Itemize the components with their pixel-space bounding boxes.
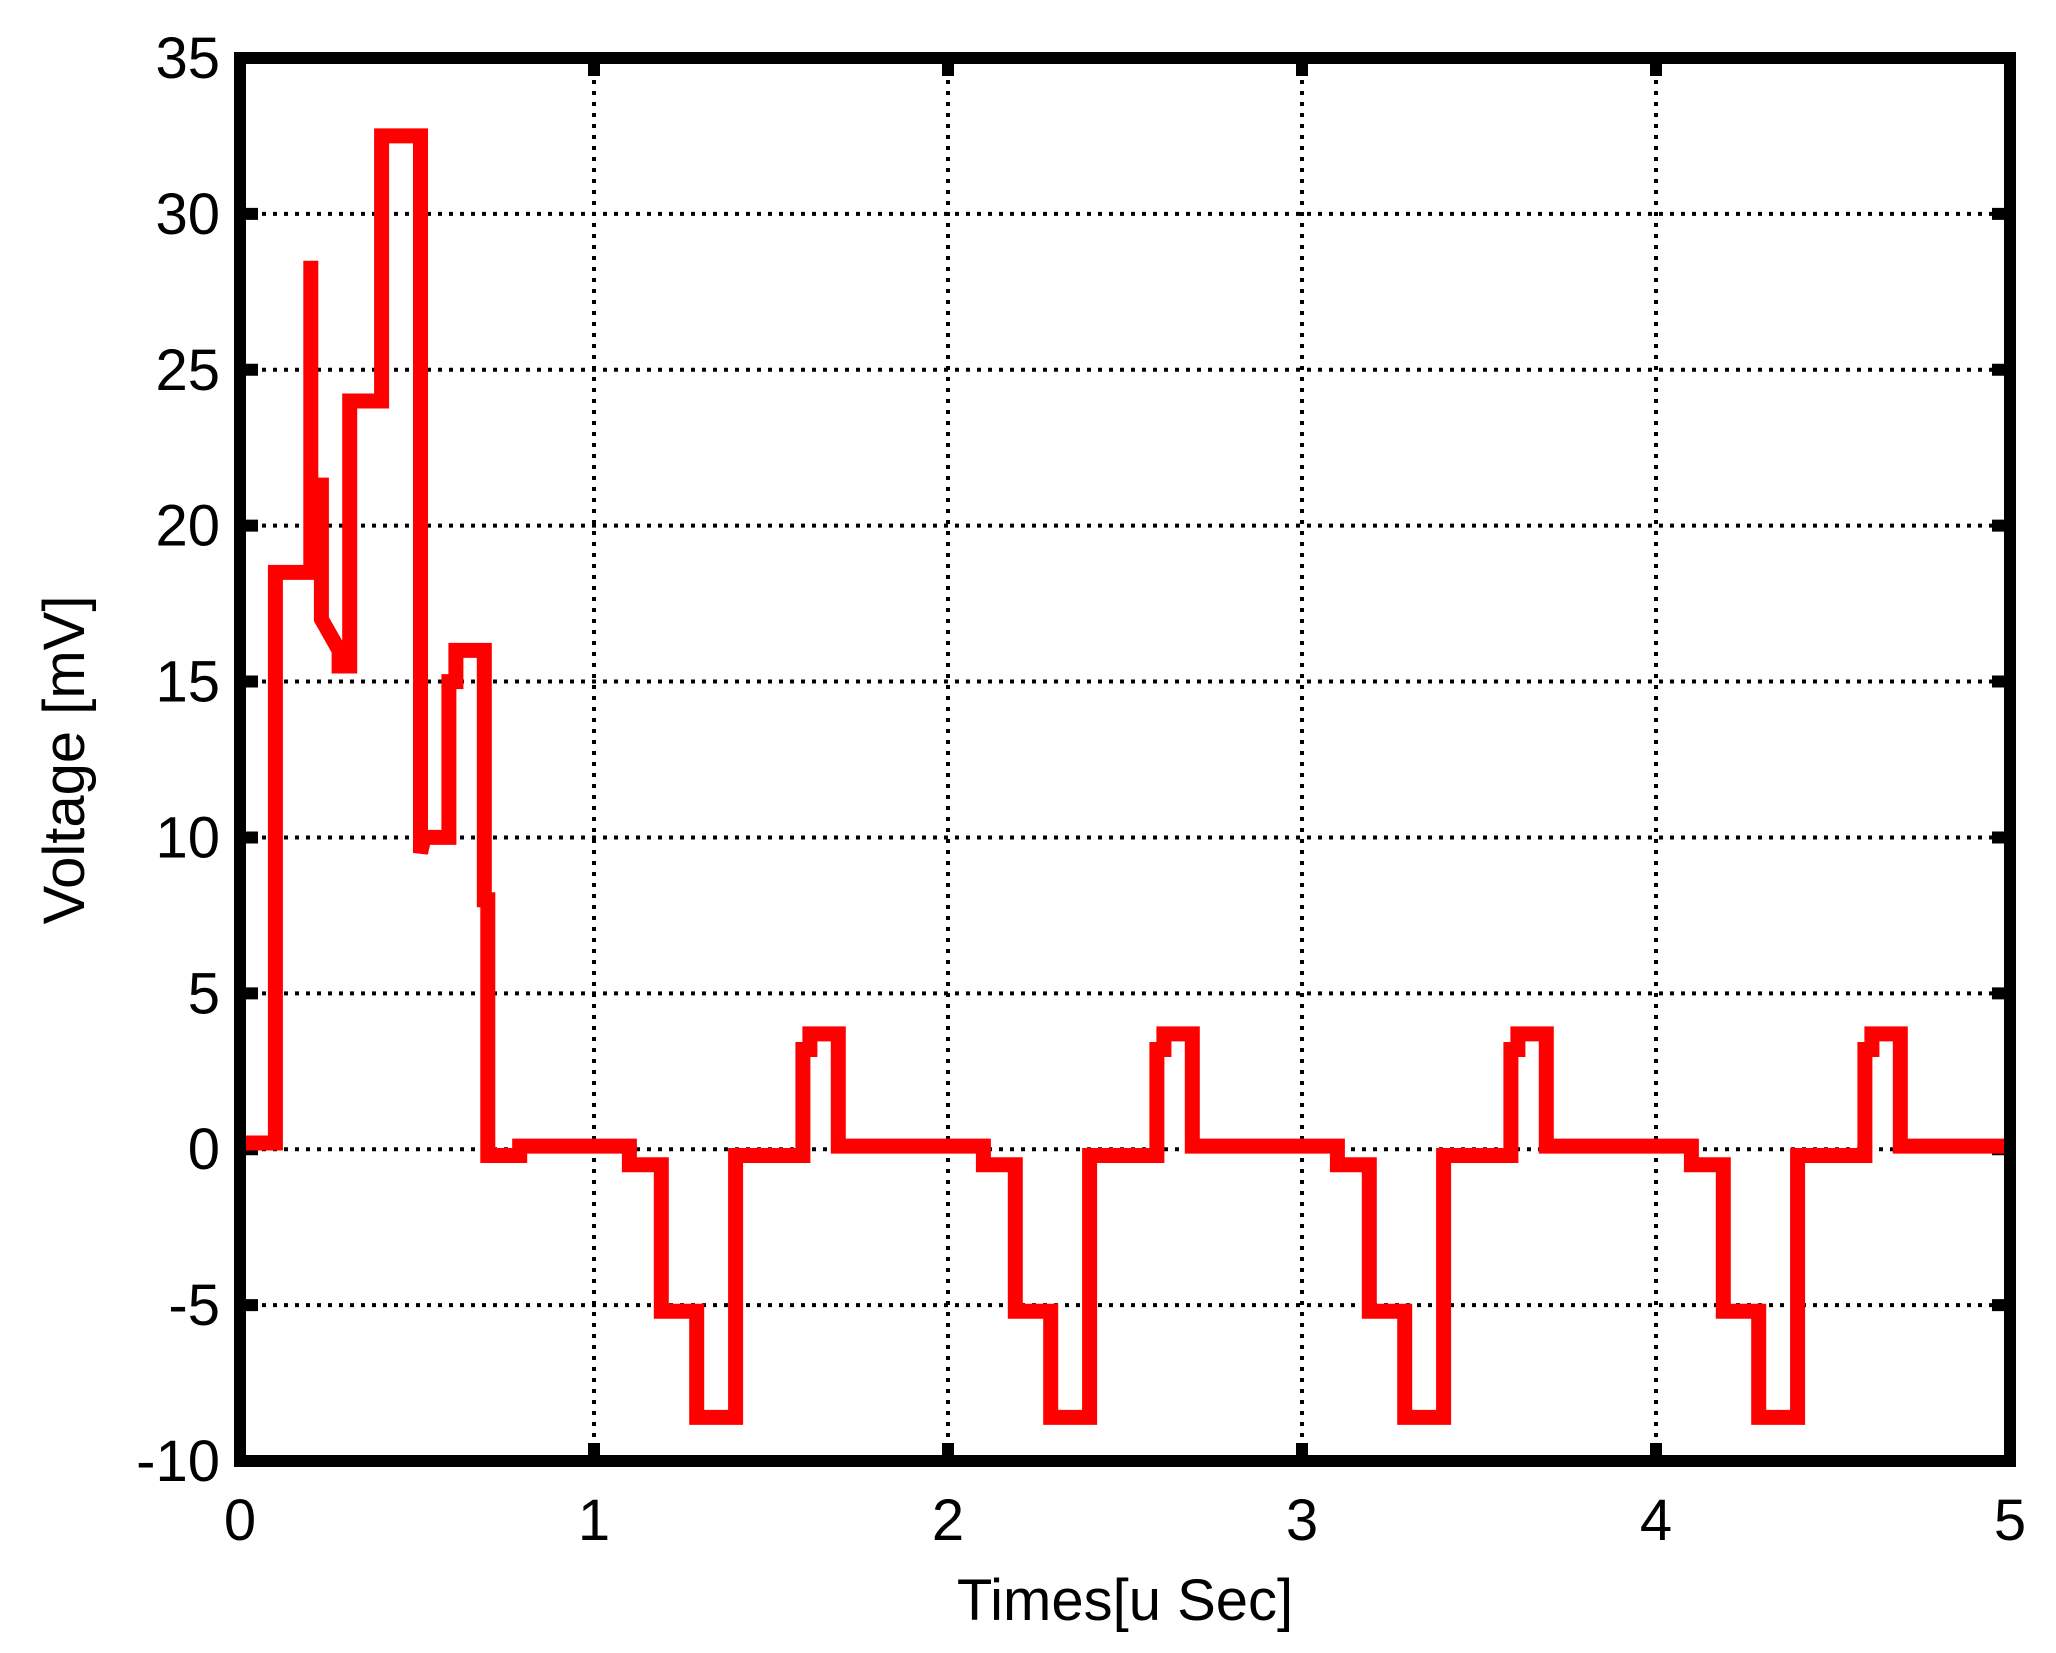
y-tick-label: 5 [188, 961, 220, 1026]
series-line-voltage [239, 128, 2011, 1425]
y-tick-label: 20 [155, 494, 220, 559]
x-tick-label: 5 [1994, 1488, 2026, 1553]
y-tick-label: 0 [188, 1117, 220, 1182]
y-tick-label: 35 [155, 26, 220, 91]
y-tick-label: -5 [168, 1273, 220, 1338]
y-tick-labels: -10 -5 0 5 10 15 20 25 30 35 [136, 26, 220, 1494]
grid-lines [240, 58, 2010, 1461]
y-tick-label: 15 [155, 650, 220, 715]
y-tick-label: 30 [155, 182, 220, 247]
y-tick-label: -10 [136, 1429, 220, 1494]
y-tick-label: 25 [155, 338, 220, 403]
x-tick-label: 0 [224, 1488, 256, 1553]
axes-frame [234, 52, 2016, 1467]
x-tick-label: 2 [932, 1488, 964, 1553]
y-axis-label: Voltage [mV] [32, 596, 97, 925]
x-tick-label: 1 [578, 1488, 610, 1553]
x-tick-labels: 0 1 2 3 4 5 [224, 1488, 2026, 1553]
x-axis-label: Times[u Sec] [957, 1568, 1293, 1633]
plot-area [240, 58, 2010, 1461]
y-tick-label: 10 [155, 805, 220, 870]
x-tick-label: 4 [1640, 1488, 1672, 1553]
x-tick-label: 3 [1286, 1488, 1318, 1553]
